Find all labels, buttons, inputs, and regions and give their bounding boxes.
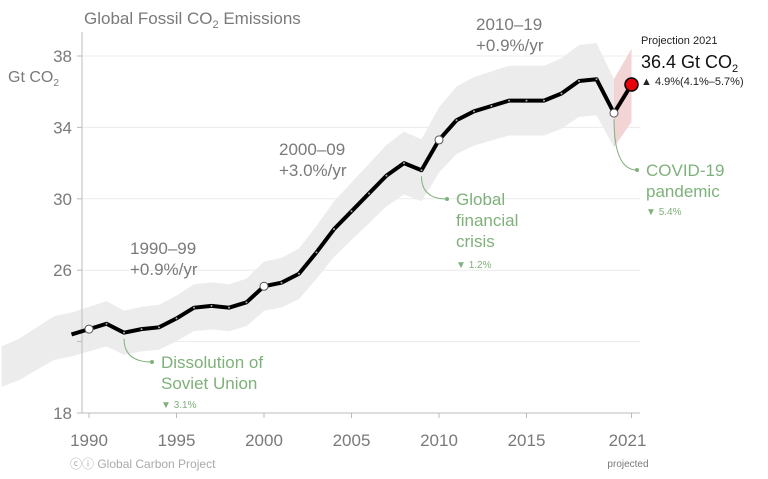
annotation-2010-19: 2010–19 +0.9%/yr xyxy=(476,15,544,55)
x-tick-label: 2021 xyxy=(609,431,647,450)
projected-point-2021 xyxy=(624,77,639,92)
connector-financial xyxy=(421,176,448,200)
y-axis-label: Gt CO2 xyxy=(8,69,59,89)
data-point-2018 xyxy=(578,79,580,82)
source-credit: ⓒⓘ Global Carbon Project xyxy=(70,457,216,471)
data-point-2002 xyxy=(298,272,300,275)
projection-change: ▲ 4.9%(4.1%–5.7%) xyxy=(641,76,744,88)
projection-heading: Projection 2021 xyxy=(641,35,717,47)
data-point-2014 xyxy=(508,99,510,102)
data-point-2011 xyxy=(455,119,458,122)
y-tick-label: 26 xyxy=(53,261,72,280)
data-point-2006 xyxy=(368,192,370,195)
data-point-2000 xyxy=(259,281,269,291)
data-point-1990 xyxy=(84,324,94,334)
data-point-2005 xyxy=(350,210,353,213)
x-tick-note-projected: projected xyxy=(607,459,648,470)
data-point-1991 xyxy=(105,322,108,325)
y-tick-label: 30 xyxy=(53,190,72,209)
data-point-2008 xyxy=(403,162,405,165)
projection-value: 36.4 Gt CO2 xyxy=(641,52,738,75)
x-tick-label: 2010 xyxy=(420,431,458,450)
data-point-2004 xyxy=(333,228,335,231)
connector-covid-dot xyxy=(635,168,639,172)
data-point-2019 xyxy=(595,78,598,81)
data-point-2015 xyxy=(525,99,528,102)
connector-soviet xyxy=(123,338,153,363)
x-tick-label: 2000 xyxy=(245,431,283,450)
data-point-1992 xyxy=(123,331,125,334)
data-point-1993 xyxy=(140,328,143,331)
connector-soviet-dot xyxy=(150,360,154,364)
data-point-2020 xyxy=(609,108,619,118)
data-point-2007 xyxy=(385,174,388,177)
connector-financial-dot xyxy=(445,197,449,201)
annotation-financial: Global financial crisis xyxy=(456,190,518,251)
x-tick-label: 2005 xyxy=(333,431,371,450)
annotation-soviet: Dissolution of Soviet Union xyxy=(161,353,263,393)
chart-title: Global Fossil CO2 Emissions xyxy=(84,9,301,31)
annotation-soviet-change: ▼ 3.1% xyxy=(161,400,197,411)
connector-covid xyxy=(613,119,638,171)
data-point-1998 xyxy=(228,306,230,309)
y-tick-label: 38 xyxy=(53,47,72,66)
annotation-1990-99: 1990–99 +0.9%/yr xyxy=(130,239,198,279)
data-point-1999 xyxy=(245,301,248,304)
x-tick-label: 1995 xyxy=(158,431,196,450)
data-point-1997 xyxy=(210,304,213,307)
uncertainty-band xyxy=(1,43,632,387)
y-tick-label: 34 xyxy=(53,118,72,137)
data-point-2009 xyxy=(420,169,423,172)
annotation-2000-09: 2000–09 +3.0%/yr xyxy=(279,140,347,180)
y-tick-labels: 18 26 30 34 38 xyxy=(53,47,82,423)
annotation-connectors xyxy=(123,119,639,364)
data-point-1994 xyxy=(158,326,160,329)
annotation-covid: COVID-19 pandemic xyxy=(646,161,724,201)
annotation-covid-change: ▼ 5.4% xyxy=(646,207,682,218)
data-point-2016 xyxy=(543,99,545,102)
data-point-2017 xyxy=(560,92,563,95)
x-tick-label: 2015 xyxy=(508,431,546,450)
data-point-2010 xyxy=(434,135,444,145)
y-tick-label: 18 xyxy=(53,404,72,423)
data-point-1995 xyxy=(175,317,178,320)
data-point-1996 xyxy=(193,306,195,309)
data-point-2013 xyxy=(490,104,493,107)
data-point-2012 xyxy=(473,110,475,113)
x-tick-labels: 1990 1995 2000 2005 2010 2015 2021 xyxy=(70,413,646,450)
x-tick-label: 1990 xyxy=(70,431,108,450)
data-point-2003 xyxy=(315,251,318,254)
annotation-financial-change: ▼ 1.2% xyxy=(456,260,492,271)
uncertainty-band-area xyxy=(1,43,614,387)
data-point-2001 xyxy=(280,281,283,284)
emissions-series xyxy=(70,77,639,337)
